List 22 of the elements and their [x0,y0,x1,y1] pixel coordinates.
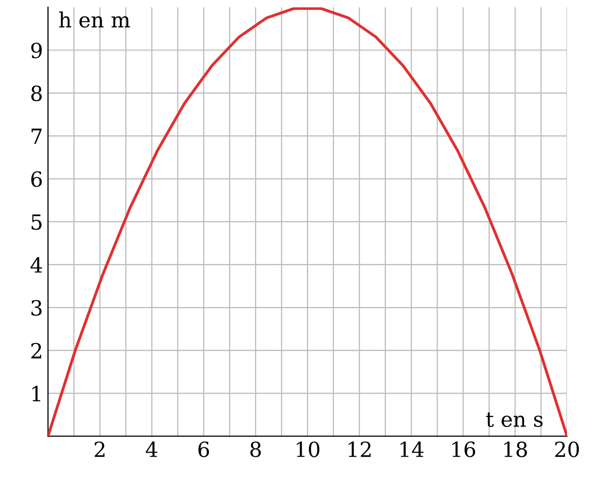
y-tick-label: 1 [32,386,40,402]
y-tick-label: 8 [31,85,42,102]
x-tick-label: 18 [504,441,527,458]
x-tick-label: 10 [296,441,320,458]
y-axis-title: h en m [59,12,130,28]
y-tick-label: 9 [31,42,42,58]
y-tick-label: 2 [31,342,42,358]
y-tick-label: 7 [32,128,42,144]
x-tick-label: 14 [400,441,424,457]
x-tick-label: 6 [198,441,210,458]
y-tick-label: 5 [32,214,42,230]
x-tick-label: 16 [452,441,476,458]
x-axis-title: t en s [486,412,543,428]
x-tick-label: 12 [348,441,371,457]
y-tick-label: 6 [31,171,42,188]
x-tick-label: 20 [555,441,579,458]
x-tick-label: 4 [146,441,158,457]
y-tick-label: 3 [31,300,42,316]
x-tick-label: 2 [94,441,104,457]
y-tick-label: 4 [30,257,42,273]
line-series [48,7,567,436]
x-tick-label: 8 [250,441,261,458]
